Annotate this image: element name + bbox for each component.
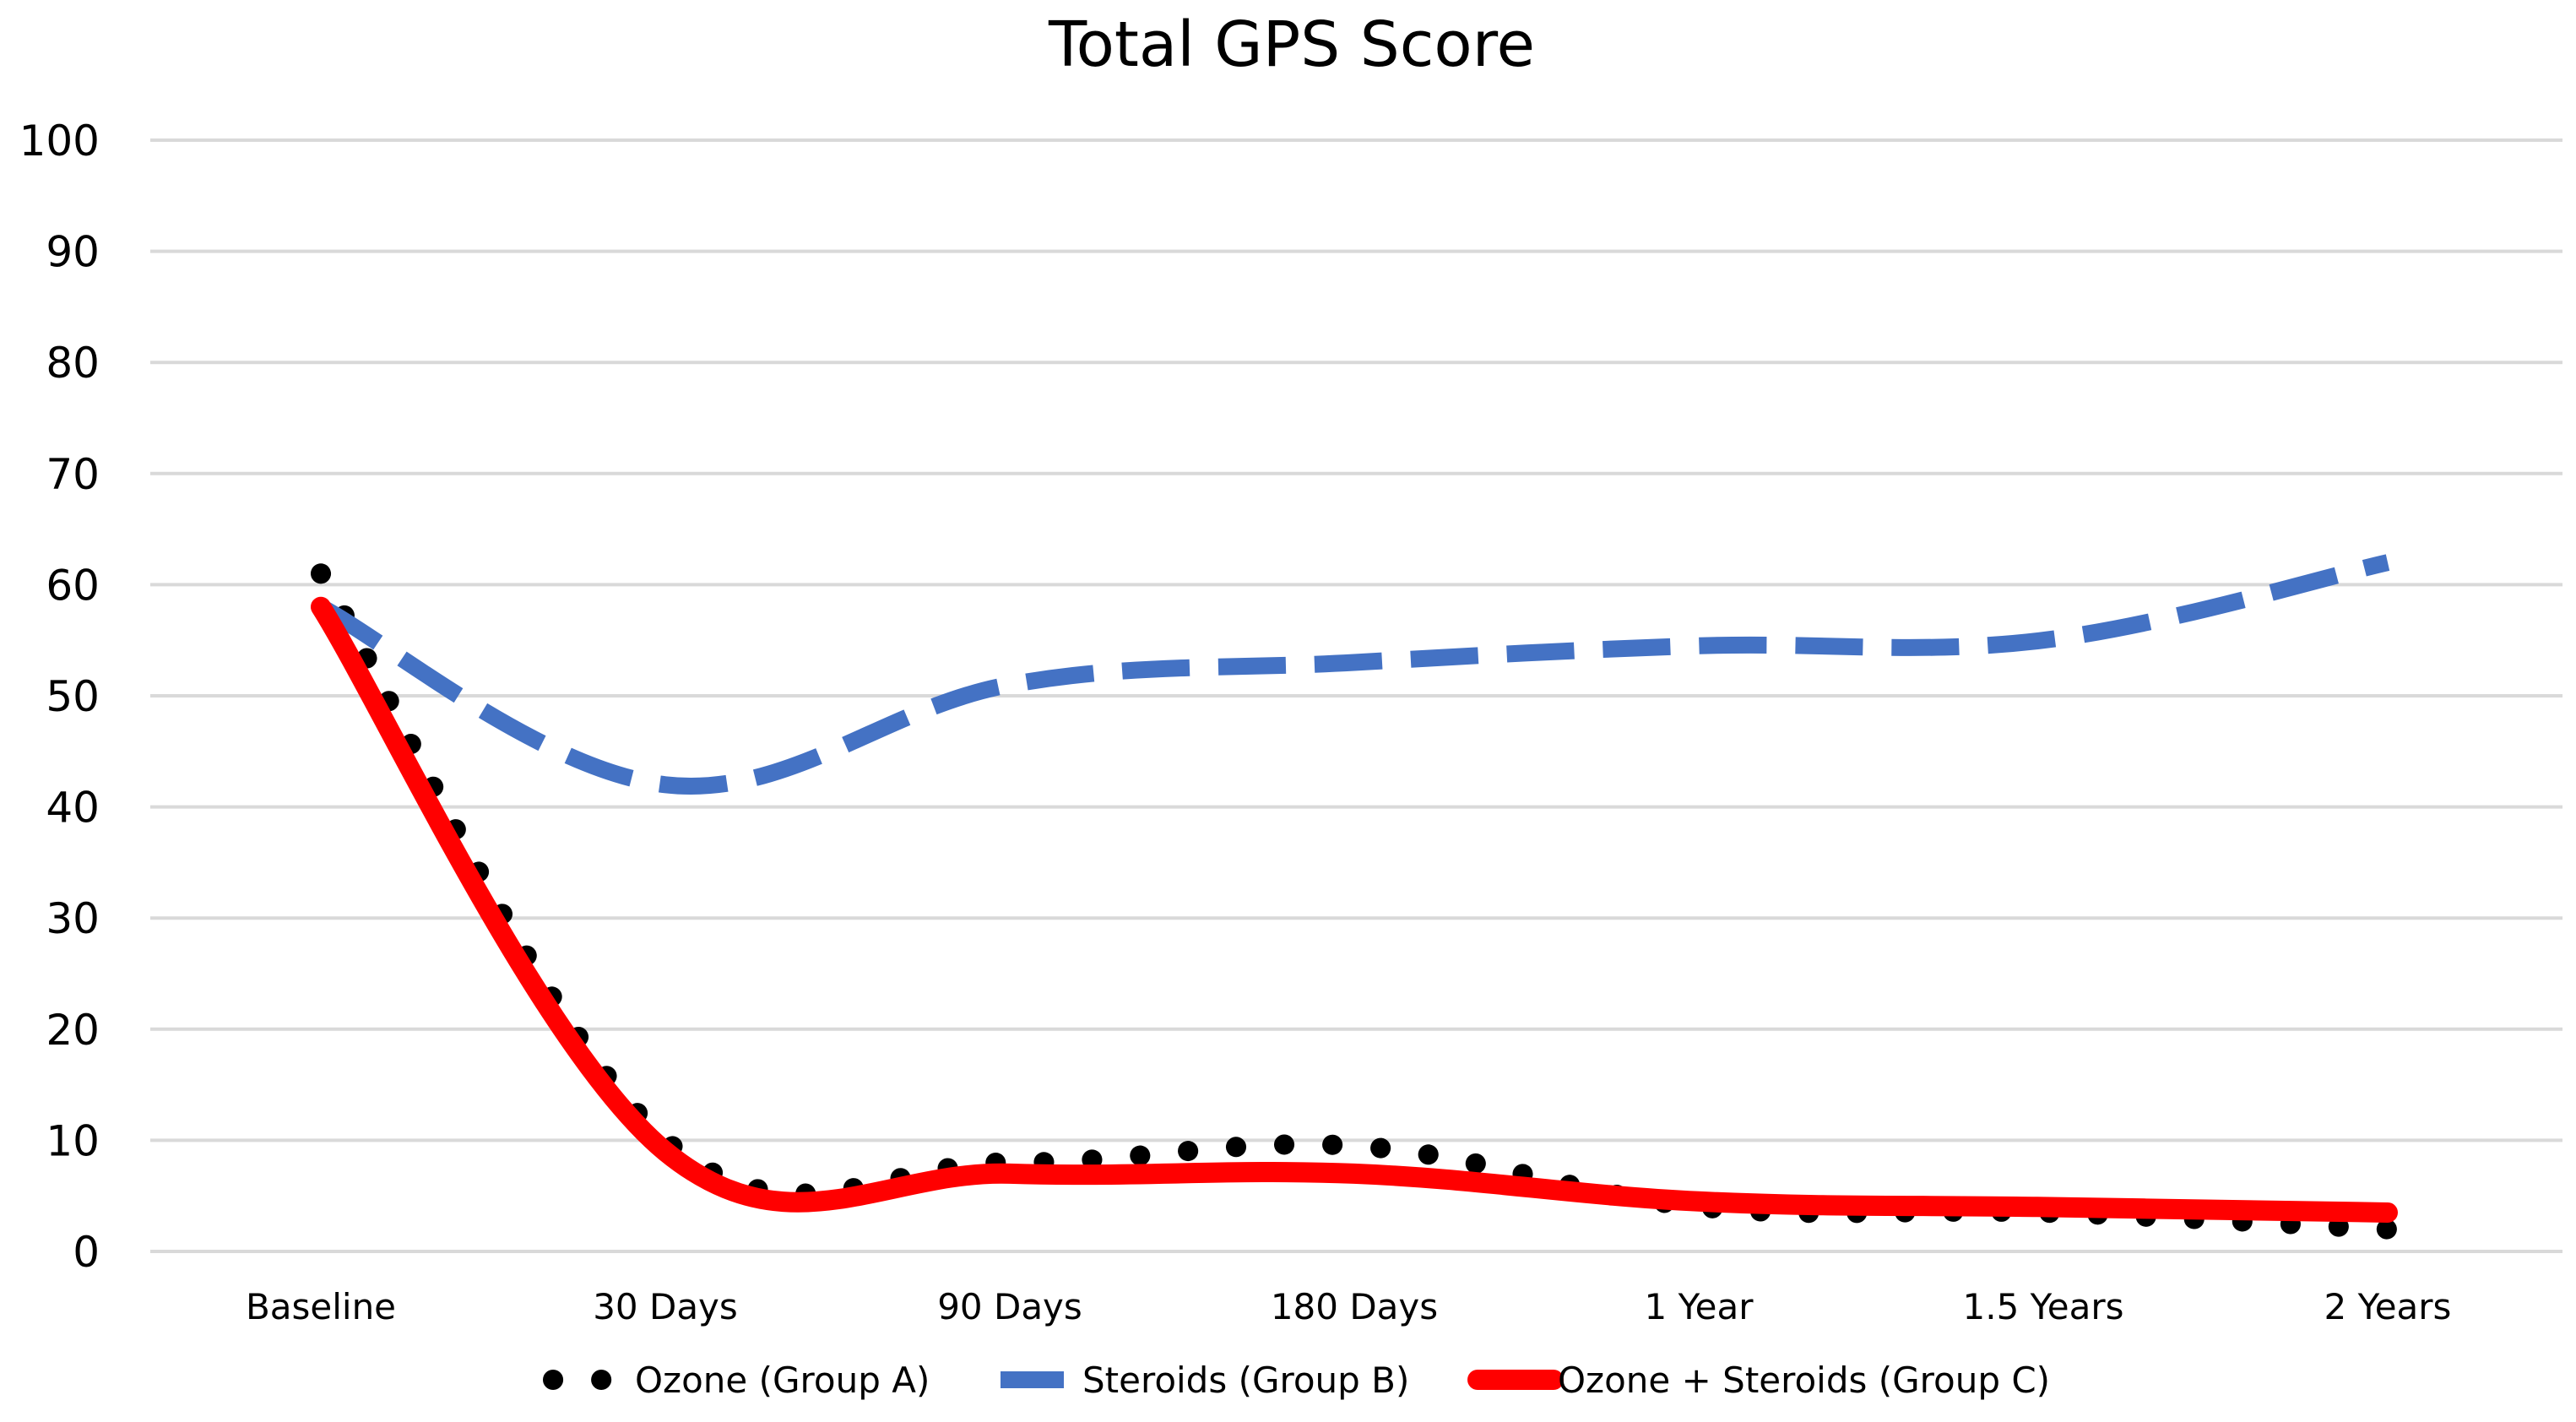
x-tick-label: 180 Days xyxy=(1271,1286,1438,1327)
y-tick-label: 60 xyxy=(46,561,100,610)
x-tick-label: 1 Year xyxy=(1645,1286,1754,1327)
x-tick-label: 2 Years xyxy=(2324,1286,2452,1327)
y-tick-label: 20 xyxy=(46,1006,100,1055)
legend-label: Steroids (Group B) xyxy=(1082,1360,1409,1401)
x-tick-label: 1.5 Years xyxy=(1963,1286,2124,1327)
y-tick-label: 100 xyxy=(19,117,100,166)
series-line-2 xyxy=(317,554,2390,795)
x-tick-label: 90 Days xyxy=(937,1286,1082,1327)
gridlines xyxy=(150,138,2562,1253)
legend-label: Ozone + Steroids (Group C) xyxy=(1558,1360,2050,1401)
x-tick-label: Baseline xyxy=(246,1286,396,1327)
series-line-3 xyxy=(311,596,2398,1223)
y-tick-label: 90 xyxy=(46,228,100,277)
x-tick-label: 30 Days xyxy=(593,1286,738,1327)
y-tick-label: 10 xyxy=(46,1116,100,1165)
y-axis-ticks: 0 10 20 30 40 50 60 70 80 90 100 xyxy=(19,117,100,1277)
x-axis-ticks: Baseline 30 Days 90 Days 180 Days 1 Year 1.5 … xyxy=(246,1286,2451,1327)
y-tick-label: 40 xyxy=(46,784,100,833)
series-lines xyxy=(311,554,2398,1240)
y-tick-label: 50 xyxy=(46,672,100,721)
series-line-1 xyxy=(311,563,2398,1240)
y-tick-label: 70 xyxy=(46,450,100,499)
legend: Ozone (Group A) Steroids (Group B) Ozone +… xyxy=(543,1360,2050,1401)
y-tick-label: 80 xyxy=(46,339,100,388)
y-tick-label: 0 xyxy=(73,1228,100,1277)
y-tick-label: 30 xyxy=(46,894,100,943)
chart-title: Total GPS Score xyxy=(1048,8,1535,81)
legend-label: Ozone (Group A) xyxy=(635,1360,930,1401)
